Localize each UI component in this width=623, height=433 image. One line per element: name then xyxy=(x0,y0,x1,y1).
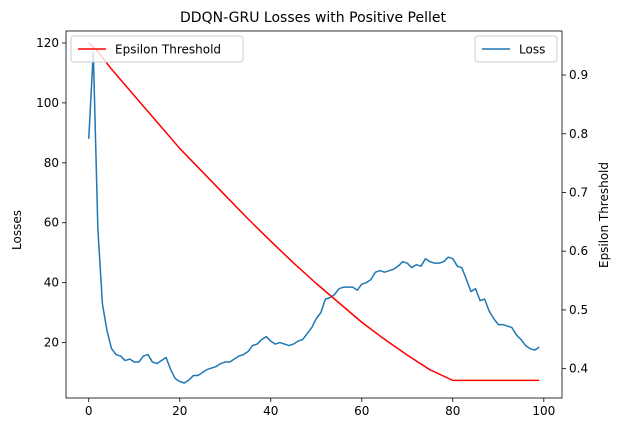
y-left-tick-label: 100 xyxy=(36,96,59,110)
y-left-tick-label: 20 xyxy=(44,336,59,350)
chart-title: DDQN-GRU Losses with Positive Pellet xyxy=(180,10,446,26)
axis-ticks: 0 20 40 60 80 100 20 40 60 80 100 120 0.4 0.5 0.6 0.7 0.… xyxy=(36,36,588,418)
y-left-tick-label: 120 xyxy=(36,36,59,50)
legend-label: Epsilon Threshold xyxy=(115,43,221,57)
y-left-tick-label: 40 xyxy=(44,276,59,290)
plot-marks xyxy=(88,42,540,384)
x-tick-label: 80 xyxy=(445,404,460,418)
y-axis-left-label: Losses xyxy=(10,210,24,250)
legend-loss: Loss xyxy=(474,35,558,63)
plot-frame xyxy=(65,30,563,399)
series-line-loss xyxy=(88,51,540,384)
y-right-tick-label: 0.8 xyxy=(569,127,588,141)
legend-epsilon-threshold: Epsilon Threshold xyxy=(70,35,244,63)
x-tick-label: 100 xyxy=(532,404,555,418)
series-line-epsilon-threshold xyxy=(88,42,540,382)
x-tick-label: 60 xyxy=(354,404,369,418)
legend-box xyxy=(70,35,244,63)
y-left-tick-label: 80 xyxy=(44,156,59,170)
y-right-tick-label: 0.4 xyxy=(569,362,588,376)
y-right-tick-label: 0.6 xyxy=(569,244,588,258)
y-right-tick-label: 0.9 xyxy=(569,68,588,82)
y-left-tick-label: 60 xyxy=(44,216,59,230)
x-tick-label: 0 xyxy=(85,404,93,418)
legend-label: Loss xyxy=(519,43,545,57)
y-axis-right-label: Epsilon Threshold xyxy=(597,162,611,268)
x-tick-label: 40 xyxy=(263,404,278,418)
legend-box xyxy=(474,35,558,63)
legends: Loss Epsilon Threshold xyxy=(70,35,558,63)
y-right-tick-label: 0.5 xyxy=(569,303,588,317)
y-right-tick-label: 0.7 xyxy=(569,185,588,199)
x-tick-label: 20 xyxy=(172,404,187,418)
